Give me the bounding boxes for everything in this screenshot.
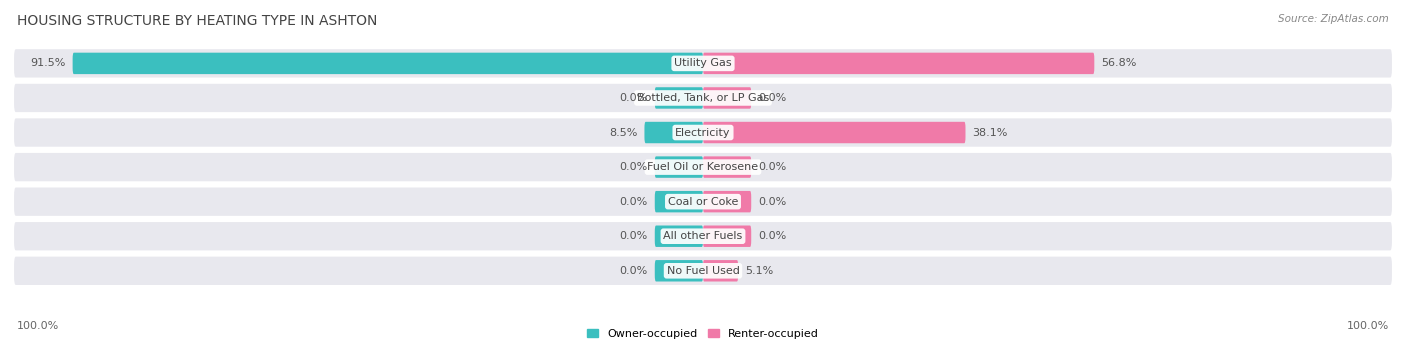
Text: 56.8%: 56.8% [1101,58,1136,69]
Text: No Fuel Used: No Fuel Used [666,266,740,276]
Legend: Owner-occupied, Renter-occupied: Owner-occupied, Renter-occupied [582,324,824,341]
FancyBboxPatch shape [655,225,703,247]
FancyBboxPatch shape [655,191,703,212]
Text: 100.0%: 100.0% [1347,321,1389,331]
FancyBboxPatch shape [703,53,1094,74]
Text: 8.5%: 8.5% [609,128,637,137]
Text: Electricity: Electricity [675,128,731,137]
Text: Source: ZipAtlas.com: Source: ZipAtlas.com [1278,14,1389,24]
FancyBboxPatch shape [644,122,703,143]
FancyBboxPatch shape [655,260,703,282]
Text: 0.0%: 0.0% [758,93,786,103]
FancyBboxPatch shape [14,188,1392,216]
Text: 0.0%: 0.0% [620,93,648,103]
FancyBboxPatch shape [703,157,751,178]
Text: All other Fuels: All other Fuels [664,231,742,241]
FancyBboxPatch shape [703,122,966,143]
Text: 0.0%: 0.0% [620,162,648,172]
FancyBboxPatch shape [703,87,751,109]
FancyBboxPatch shape [14,49,1392,77]
FancyBboxPatch shape [703,260,738,282]
FancyBboxPatch shape [703,225,751,247]
Text: 0.0%: 0.0% [758,197,786,207]
FancyBboxPatch shape [655,157,703,178]
Text: 5.1%: 5.1% [745,266,773,276]
Text: 0.0%: 0.0% [758,231,786,241]
FancyBboxPatch shape [14,257,1392,285]
Text: 91.5%: 91.5% [31,58,66,69]
Text: Bottled, Tank, or LP Gas: Bottled, Tank, or LP Gas [637,93,769,103]
FancyBboxPatch shape [14,153,1392,181]
Text: Coal or Coke: Coal or Coke [668,197,738,207]
Text: 0.0%: 0.0% [620,231,648,241]
Text: Fuel Oil or Kerosene: Fuel Oil or Kerosene [647,162,759,172]
FancyBboxPatch shape [14,222,1392,250]
Text: HOUSING STRUCTURE BY HEATING TYPE IN ASHTON: HOUSING STRUCTURE BY HEATING TYPE IN ASH… [17,14,377,28]
Text: 0.0%: 0.0% [620,266,648,276]
Text: 0.0%: 0.0% [620,197,648,207]
Text: 100.0%: 100.0% [17,321,59,331]
Text: 38.1%: 38.1% [973,128,1008,137]
FancyBboxPatch shape [14,118,1392,147]
Text: 0.0%: 0.0% [758,162,786,172]
FancyBboxPatch shape [703,191,751,212]
FancyBboxPatch shape [14,84,1392,112]
Text: Utility Gas: Utility Gas [675,58,731,69]
FancyBboxPatch shape [73,53,703,74]
FancyBboxPatch shape [655,87,703,109]
